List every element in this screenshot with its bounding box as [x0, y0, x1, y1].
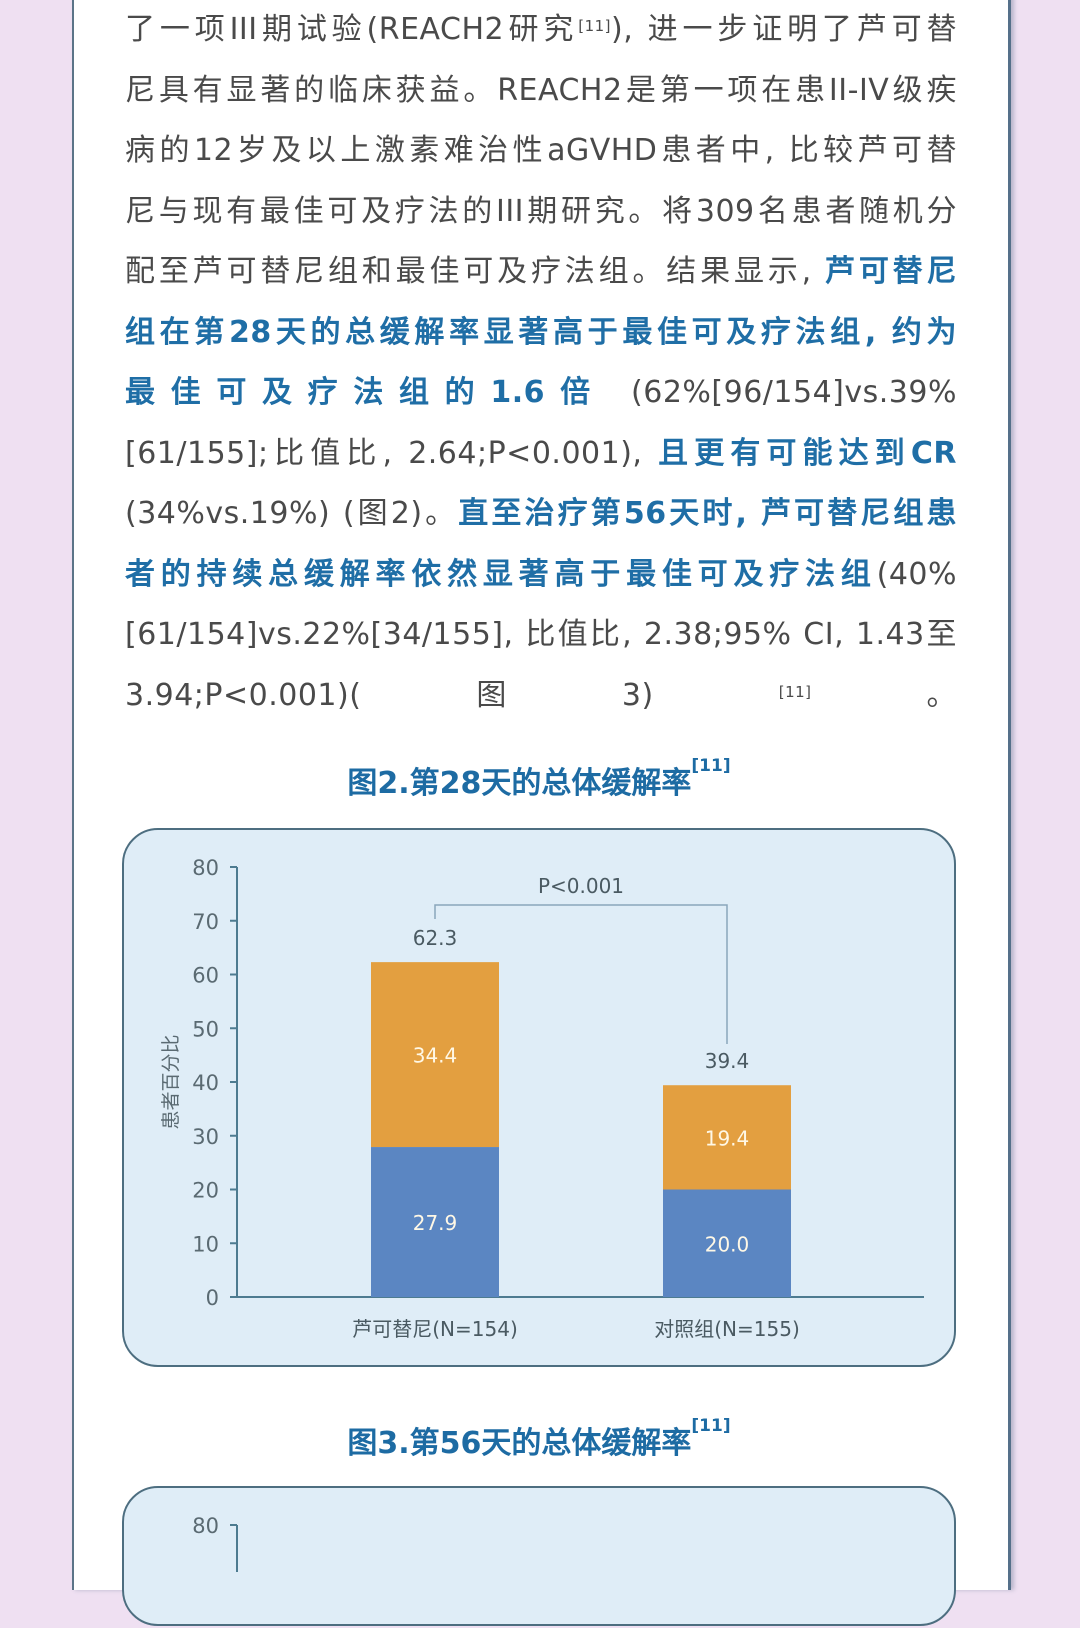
highlighted-text: 者的持续总缓解率依然显著高于最佳可及疗法组 [125, 556, 877, 592]
body-text: 尼具有显著的临床获益。REACH2是第一项在患II-IV级疾 [125, 72, 957, 108]
body-text: 尼与现有最佳可及疗法的III期研究。将309名患者随机分 [125, 193, 957, 229]
paragraph-line: (34%vs.19%) (图2)。直至治疗第56天时, 芦可替尼组患 [125, 484, 957, 545]
body-text: 。 [811, 677, 957, 713]
bar-total-label: 62.3 [413, 926, 458, 950]
paragraph-line: 尼具有显著的临床获益。REACH2是第一项在患II-IV级疾 [125, 61, 957, 122]
figure2-title: 图2.第28天的总体缓解率[11] [347, 756, 731, 801]
highlighted-text: 芦可替尼 [825, 254, 958, 289]
y-tick-label: 70 [192, 910, 219, 934]
segment-value-label: 34.4 [413, 1044, 458, 1068]
article-paragraph: 了一项III期试验(REACH2研究[11]), 进一步证明了芦可替 尼具有显著的… [125, 0, 957, 726]
segment-value-label: 20.0 [705, 1232, 750, 1256]
figure2-citation: [11] [691, 756, 731, 776]
paragraph-line: 尼与现有最佳可及疗法的III期研究。将309名患者随机分 [125, 182, 957, 243]
bar-segment-blue [663, 1189, 791, 1297]
paragraph-line: [61/155];比值比, 2.64;P<0.001), 且更有可能达到CR [125, 424, 957, 485]
body-text: 病的12岁及以上激素难治性aGVHD患者中, 比较芦可替 [125, 133, 957, 168]
segment-value-label: 19.4 [705, 1126, 750, 1150]
y-tick-label: 50 [192, 1017, 219, 1041]
y-tick-label: 20 [192, 1179, 219, 1203]
bar-segment-orange [663, 1085, 791, 1190]
y-tick-label: 10 [192, 1232, 219, 1256]
paragraph-line: 者的持续总缓解率依然显著高于最佳可及疗法组(40% [125, 545, 957, 606]
highlighted-text: 直至治疗第56天时, 芦可替尼组患 [458, 496, 957, 531]
paragraph-line: 最佳可及疗法组的1.6倍 (62%[96/154]vs.39% [125, 363, 957, 424]
paragraph-line: [61/154]vs.22%[34/155], 比值比, 2.38;95% CI… [125, 605, 957, 666]
figure3-title: 图3.第56天的总体缓解率[11] [347, 1416, 731, 1461]
paragraph-line: 了一项III期试验(REACH2研究[11]), 进一步证明了芦可替 [125, 0, 957, 61]
y-tick-label: 60 [192, 964, 219, 988]
body-text: [61/155];比值比, 2.64;P<0.001), [125, 435, 659, 471]
bar-total-label: 39.4 [705, 1049, 750, 1073]
bar-segment-blue [371, 1147, 499, 1297]
body-text: 3.94;P<0.001)(图3) [125, 677, 779, 713]
body-text: ), 进一步证明了芦可替 [611, 12, 958, 47]
body-text: (34%vs.19%) (图2)。 [125, 496, 459, 531]
segment-value-label: 27.9 [413, 1211, 458, 1235]
paragraph-line: 3.94;P<0.001)(图3) [11]。 [125, 666, 957, 727]
body-text: 了一项III期试验(REACH2研究 [125, 12, 579, 47]
highlighted-text: 且更有可能达到CR [658, 435, 957, 471]
paragraph-line: 配至芦可替尼组和最佳可及疗法组。结果显示, 芦可替尼 [125, 242, 957, 303]
y-tick-label: 30 [192, 1125, 219, 1149]
y-tick-label: 40 [192, 1071, 219, 1095]
y-tick-label: 0 [206, 1286, 219, 1310]
citation-ref: [11] [578, 17, 612, 35]
figure3-citation: [11] [691, 1416, 731, 1436]
category-label: 芦可替尼(N=154) [352, 1317, 518, 1341]
significance-bracket [434, 904, 728, 1044]
citation-ref: [11] [778, 682, 812, 701]
bar-segment-orange [371, 962, 499, 1148]
y-tick-label: 80 [192, 1514, 219, 1538]
figure3-chart-svg: 80 [192, 1514, 238, 1572]
figure2-chart: 0 10 20 30 40 50 60 70 80 患者百分比 27.9 34.4 62.3 芦可替尼(N… [122, 828, 956, 1367]
body-text: [61/154]vs.22%[34/155], 比值比, 2.38;95% CI… [125, 617, 957, 652]
figure3-chart: 80 [122, 1486, 956, 1626]
figure2-chart-svg: 0 10 20 30 40 50 60 70 80 患者百分比 27.9 34.4 62.3 芦可替尼(N… [160, 856, 924, 1341]
y-axis-label: 患者百分比 [160, 1034, 182, 1129]
paragraph-line: 病的12岁及以上激素难治性aGVHD患者中, 比较芦可替 [125, 121, 957, 182]
paragraph-line: 组在第28天的总缓解率显著高于最佳可及疗法组, 约为 [125, 303, 957, 364]
body-text: (40% [876, 556, 957, 592]
p-value-label: P<0.001 [538, 874, 624, 898]
body-text: (62%[96/154]vs.39% [605, 375, 957, 410]
body-text: 配至芦可替尼组和最佳可及疗法组。结果显示, [125, 254, 826, 289]
highlighted-text: 最佳可及疗法组的1.6倍 [125, 375, 606, 410]
highlighted-text: 组在第28天的总缓解率显著高于最佳可及疗法组, 约为 [125, 314, 957, 350]
y-tick-label: 80 [192, 856, 219, 880]
category-label: 对照组(N=155) [654, 1317, 800, 1341]
